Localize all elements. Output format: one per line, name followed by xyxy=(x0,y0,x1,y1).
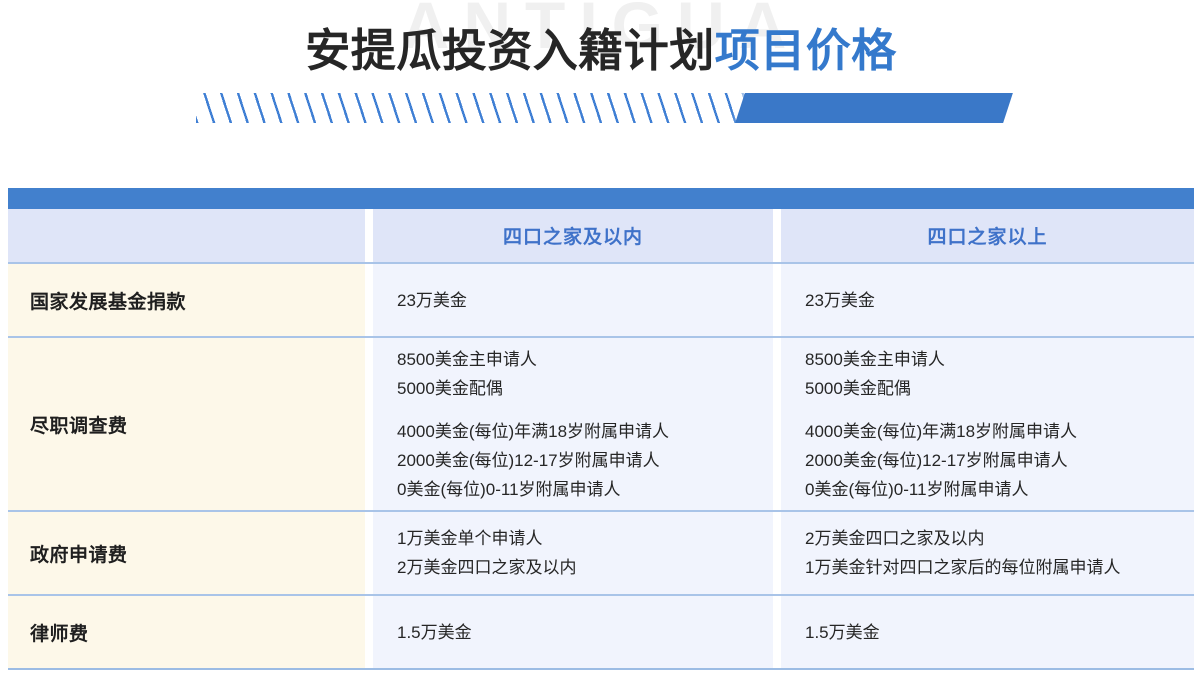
table-header-cell-item xyxy=(8,209,365,262)
cell-text-group: 1.5万美金 xyxy=(805,618,1194,647)
cell-within-four: 23万美金 xyxy=(373,264,773,336)
row-label: 国家发展基金捐款 xyxy=(8,264,365,336)
cell-text-group: 23万美金 xyxy=(805,286,1194,315)
watermark-text: ANTIGUA xyxy=(401,0,801,62)
row-label: 尽职调查费 xyxy=(8,338,365,510)
row-label: 律师费 xyxy=(8,596,365,668)
cell-text-line: 23万美金 xyxy=(805,290,875,310)
cell-text-group: 4000美金(每位)年满18岁附属申请人 2000美金(每位)12-17岁附属申请… xyxy=(397,417,773,504)
cell-text-group: 1万美金单个申请人 2万美金四口之家及以内 xyxy=(397,524,773,582)
cell-text-group: 8500美金主申请人 5000美金配偶 xyxy=(805,345,1194,403)
cell-text-line: 4000美金(每位)年满18岁附属申请人 xyxy=(805,421,1078,441)
table-row: 国家发展基金捐款 23万美金 23万美金 xyxy=(8,264,1194,338)
column-divider-b xyxy=(773,209,781,262)
row-label: 政府申请费 xyxy=(8,512,365,594)
cell-text-line: 8500美金主申请人 xyxy=(805,349,945,369)
cell-text-group: 23万美金 xyxy=(397,286,773,315)
cell-within-four: 1万美金单个申请人 2万美金四口之家及以内 xyxy=(373,512,773,594)
cell-text-line: 2000美金(每位)12-17岁附属申请人 xyxy=(805,450,1068,470)
cell-above-four: 8500美金主申请人 5000美金配偶 4000美金(每位)年满18岁附属申请人 20… xyxy=(781,338,1194,510)
cell-text-group: 2万美金四口之家及以内 1万美金针对四口之家后的每位附属申请人 xyxy=(805,524,1194,582)
cell-above-four: 1.5万美金 xyxy=(781,596,1194,668)
solid-parallelogram-decoration xyxy=(735,93,1013,123)
table-header-cell-above-four: 四口之家以上 xyxy=(927,227,1048,248)
page-title: 安提瓜投资入籍计划项目价格 xyxy=(0,24,1202,79)
cell-text-line: 1.5万美金 xyxy=(397,622,472,642)
cell-text-line: 23万美金 xyxy=(397,290,467,310)
cell-text-line: 8500美金主申请人 xyxy=(397,349,537,369)
cell-within-four: 8500美金主申请人 5000美金配偶 4000美金(每位)年满18岁附属申请人 20… xyxy=(373,338,773,510)
cell-text-line: 1.5万美金 xyxy=(805,622,880,642)
table-row: 尽职调查费 8500美金主申请人 5000美金配偶 4000美金(每位)年满18岁附… xyxy=(8,338,1194,512)
cell-text-group: 8500美金主申请人 5000美金配偶 xyxy=(397,345,773,403)
cell-text-line: 1万美金单个申请人 xyxy=(397,529,543,548)
cell-text-line: 1万美金针对四口之家后的每位附属申请人 xyxy=(805,558,1121,577)
table-top-bar xyxy=(8,188,1194,209)
diagonal-hatch-decoration xyxy=(196,93,754,123)
cell-text-line: 2万美金四口之家及以内 xyxy=(397,558,577,577)
cell-text-line: 2000美金(每位)12-17岁附属申请人 xyxy=(397,450,660,470)
cell-gap xyxy=(773,264,781,336)
cell-text-line: 2万美金四口之家及以内 xyxy=(805,529,985,548)
page-title-primary: 安提瓜投资入籍计划 xyxy=(305,25,715,76)
price-table: 四口之家及以内 四口之家以上 国家发展基金捐款 23万美金 23万美金 尽职调查… xyxy=(8,188,1194,670)
cell-gap xyxy=(773,512,781,594)
page-header: ANTIGUA 安提瓜投资入籍计划项目价格 xyxy=(0,0,1202,150)
cell-text-line: 4000美金(每位)年满18岁附属申请人 xyxy=(397,421,670,441)
cell-text-group: 1.5万美金 xyxy=(397,618,773,647)
cell-gap xyxy=(365,338,373,510)
table-header-row: 四口之家及以内 四口之家以上 xyxy=(8,209,1194,264)
cell-gap xyxy=(773,596,781,668)
table-header-cell-within-four: 四口之家及以内 xyxy=(502,227,643,248)
cell-text-line: 0美金(每位)0-11岁附属申请人 xyxy=(805,479,1029,499)
table-row: 律师费 1.5万美金 1.5万美金 xyxy=(8,596,1194,670)
cell-gap xyxy=(365,264,373,336)
cell-text-line: 0美金(每位)0-11岁附属申请人 xyxy=(397,479,621,499)
cell-within-four: 1.5万美金 xyxy=(373,596,773,668)
cell-above-four: 23万美金 xyxy=(781,264,1194,336)
cell-gap xyxy=(773,338,781,510)
cell-gap xyxy=(365,596,373,668)
table-row: 政府申请费 1万美金单个申请人 2万美金四口之家及以内 2万美金四口之家及以内 1万… xyxy=(8,512,1194,596)
cell-above-four: 2万美金四口之家及以内 1万美金针对四口之家后的每位附属申请人 xyxy=(781,512,1194,594)
column-divider-a xyxy=(365,209,373,262)
cell-text-line: 5000美金配偶 xyxy=(397,378,503,398)
cell-text-line: 5000美金配偶 xyxy=(805,378,911,398)
page-title-accent: 项目价格 xyxy=(714,25,897,76)
cell-gap xyxy=(365,512,373,594)
cell-text-group: 4000美金(每位)年满18岁附属申请人 2000美金(每位)12-17岁附属申请… xyxy=(805,417,1194,504)
decorative-stripe-band xyxy=(196,93,1013,123)
